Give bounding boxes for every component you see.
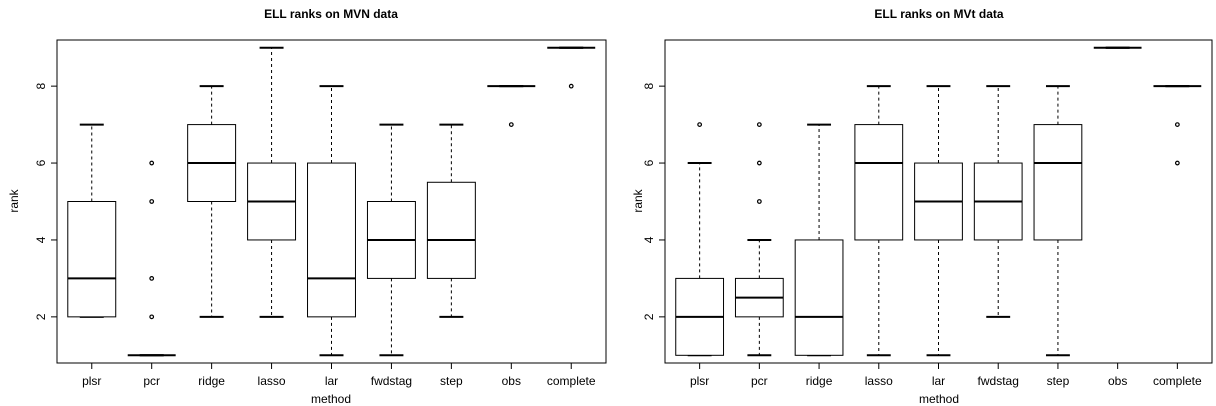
x-tick-label: pcr [751,374,768,388]
mvt-boxplot-panel: ELL ranks on MVt data 2 4 6 8 plsr pcr ridge l… [631,7,1213,406]
box-body [307,162,356,318]
outlier-point [149,199,155,204]
box-obs [487,85,536,127]
x-axis: plsr pcr ridge lasso lar fwdstag step obs comple… [690,363,1202,388]
y-tick-label: 2 [642,313,656,320]
outlier-point [149,160,155,166]
outlier-point [756,160,762,166]
box-complete [1153,85,1202,166]
x-tick-label: pcr [143,374,160,388]
box-step [1033,85,1083,357]
box-plsr [67,123,117,318]
box-body [1033,124,1083,241]
outlier-point [149,276,155,281]
box-ridge [187,85,237,318]
y-tick-label: 6 [34,159,48,166]
y-tick-label: 2 [34,313,48,320]
x-tick-label: lar [325,374,338,388]
x-tick-label: step [1047,374,1070,388]
y-tick-label: 4 [642,236,656,243]
box-body [794,239,844,356]
box-complete [547,46,596,89]
outlier-point [149,314,155,320]
chart-title: ELL ranks on MVN data [264,7,398,21]
outlier-point [1174,160,1180,166]
box-fwdstag [973,85,1023,318]
mvn-boxplot-panel: ELL ranks on MVN data 2 4 6 8 plsr pcr ridge l… [7,7,607,406]
x-tick-label: fwdstag [978,374,1019,388]
box-step [426,123,476,318]
box-ridge [794,123,844,357]
box-marks [67,46,596,357]
y-tick-label: 6 [642,159,656,166]
chart-title: ELL ranks on MVt data [874,7,1003,21]
y-tick-label: 4 [34,236,48,243]
x-tick-label: complete [547,374,596,388]
box-body [426,181,476,279]
y-axis: 2 4 6 8 [34,82,57,320]
box-plsr [675,122,725,357]
box-lar [914,85,963,357]
x-tick-label: step [440,374,463,388]
y-axis: 2 4 6 8 [642,82,665,320]
box-body [67,201,117,318]
x-tick-label: plsr [690,374,709,388]
x-tick-label: obs [502,374,521,388]
box-lasso [854,85,904,357]
outlier-point [568,83,574,89]
box-body [854,124,904,241]
y-axis-label: rank [7,188,21,212]
outlier-point [756,122,762,127]
x-tick-label: obs [1108,374,1127,388]
y-tick-label: 8 [34,82,48,89]
x-tick-label: fwdstag [371,374,412,388]
outlier-point [697,122,703,127]
box-lasso [247,46,297,318]
x-tick-label: plsr [82,374,101,388]
box-lar [307,85,356,357]
x-tick-label: lar [932,374,945,388]
outlier-point [508,122,514,127]
x-tick-label: complete [1153,374,1202,388]
box-fwdstag [366,123,416,357]
box-marks [675,46,1202,357]
x-tick-label: ridge [198,374,225,388]
x-axis: plsr pcr ridge lasso lar fwdstag step obs comple… [82,363,596,388]
x-tick-label: lasso [258,374,286,388]
x-axis-label: method [311,392,351,406]
box-pcr [734,122,784,357]
x-tick-label: ridge [806,374,833,388]
outlier-point [1174,122,1180,127]
y-axis-label: rank [631,188,645,212]
box-pcr [127,160,176,357]
y-tick-label: 8 [642,82,656,89]
outlier-point [756,199,762,204]
x-tick-label: lasso [865,374,893,388]
x-axis-label: method [919,392,959,406]
